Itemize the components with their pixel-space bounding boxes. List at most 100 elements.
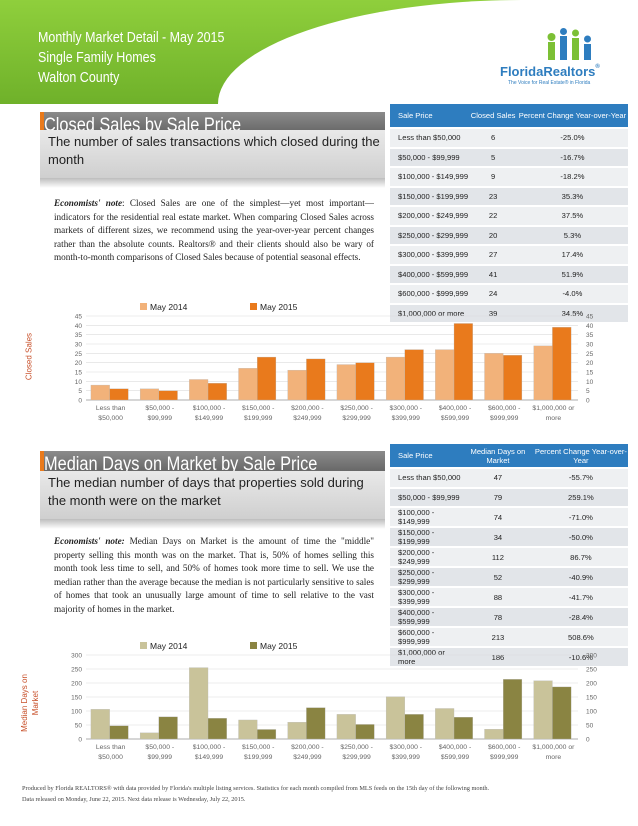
row-value: 5 <box>469 147 517 168</box>
row-price: $150,000 - $199,999 <box>390 527 463 548</box>
x-tick-label: $1,000,000 or more <box>532 405 575 422</box>
note-text: : Closed Sales are one of the simplest—y… <box>54 198 374 262</box>
y-tick-label-left: 100 <box>71 709 82 716</box>
row-price: $1,000,000 or more <box>390 647 463 668</box>
y-tick-label-right: 100 <box>586 709 597 716</box>
y-tick-label-left: 150 <box>71 695 82 702</box>
table-row: $1,000,000 or more 39 34.5% <box>390 303 628 324</box>
note-text: Median Days on Market is the amount of t… <box>54 536 374 614</box>
row-pct-change: 86.7% <box>533 547 628 568</box>
col-median-days: Median Days on Market <box>462 444 534 469</box>
bar-may-2015 <box>453 323 473 401</box>
y-tick-label-right: 20 <box>586 360 594 367</box>
bar-may-2015 <box>306 707 326 740</box>
row-pct-change: -4.0% <box>516 284 628 305</box>
row-value: 47 <box>462 468 534 489</box>
row-price: $400,000 - $599,999 <box>390 607 463 628</box>
row-price: $50,000 - $99,999 <box>390 147 470 168</box>
row-pct-change: -55.7% <box>533 468 628 489</box>
closed-sales-table: Sale Price Closed Sales Percent Change Y… <box>390 104 628 324</box>
section-shadow <box>40 519 385 529</box>
bar-may-2015 <box>503 355 523 401</box>
row-price: $150,000 - $199,999 <box>390 186 470 207</box>
y-tick-label-right: 300 <box>586 653 597 660</box>
x-tick-label: $300,000 -$399,999 <box>390 405 423 422</box>
note-label: Economists' note: <box>54 536 125 546</box>
x-tick-label: Less than $50,000 <box>96 405 126 422</box>
row-value: 27 <box>469 245 517 266</box>
legend-label: May 2014 <box>150 641 188 651</box>
y-tick-label-left: 15 <box>75 370 83 377</box>
title-accent <box>40 451 44 479</box>
page-footer: Produced by Florida REALTORS® with data … <box>22 784 622 805</box>
bar-may-2015 <box>404 714 424 740</box>
col-sale-price: Sale Price <box>390 104 470 129</box>
y-tick-label-right: 30 <box>586 342 594 349</box>
row-price: $400,000 - $599,999 <box>390 264 470 285</box>
legend-swatch <box>140 303 147 310</box>
table-row: $150,000 - $199,999 34 -50.0% <box>390 527 628 548</box>
bar-may-2015 <box>404 349 424 401</box>
x-tick-label: $250,000 -$299,999 <box>340 405 373 422</box>
table-row: $200,000 - $249,999 22 37.5% <box>390 206 628 227</box>
bar-may-2014 <box>533 680 553 740</box>
table-row: $150,000 - $199,999 23 35.3% <box>390 186 628 207</box>
report-title: Monthly Market Detail - May 2015 <box>38 30 225 46</box>
table-row: $400,000 - $599,999 41 51.9% <box>390 264 628 285</box>
table-row: $100,000 - $149,999 9 -18.2% <box>390 167 628 188</box>
legend-label: May 2015 <box>260 641 298 651</box>
y-tick-label-left: 45 <box>75 314 83 321</box>
row-pct-change: -40.9% <box>533 567 628 588</box>
x-tick-label: $400,000 -$599,999 <box>439 744 472 761</box>
bar-may-2014 <box>238 368 258 401</box>
bar-may-2014 <box>189 379 209 401</box>
row-pct-change: 37.5% <box>516 206 628 227</box>
legend-swatch <box>250 642 257 649</box>
col-pct-change: Percent Change Year-over-Year <box>516 104 628 129</box>
bar-may-2014 <box>90 709 110 740</box>
y-tick-label-left: 300 <box>71 653 82 660</box>
row-price: $600,000 - $999,999 <box>390 284 470 305</box>
row-value: 213 <box>462 627 534 648</box>
x-tick-label: Less than $50,000 <box>96 744 126 761</box>
y-tick-label-right: 35 <box>586 332 594 339</box>
row-pct-change: -10.6% <box>533 647 628 668</box>
row-value: 41 <box>469 264 517 285</box>
row-pct-change: -71.0% <box>533 507 628 528</box>
row-pct-change: -41.7% <box>533 587 628 608</box>
bar-may-2015 <box>503 679 523 740</box>
page-header: Monthly Market Detail - May 2015 Single … <box>0 0 638 104</box>
x-tick-label: $50,000 -$99,999 <box>145 744 174 761</box>
y-tick-label-right: 250 <box>586 667 597 674</box>
median-days-description: The median number of days that propertie… <box>40 471 385 519</box>
x-tick-label: $400,000 -$599,999 <box>439 405 472 422</box>
x-tick-label: $100,000 -$149,999 <box>193 405 226 422</box>
x-tick-label: $300,000 -$399,999 <box>390 744 423 761</box>
bar-may-2015 <box>453 717 473 740</box>
y-tick-label-left: 30 <box>75 342 83 349</box>
table-row: $300,000 - $399,999 88 -41.7% <box>390 587 628 608</box>
y-tick-label-left: 200 <box>71 681 82 688</box>
x-tick-label: $600,000 -$999,999 <box>488 744 521 761</box>
county-name: Walton County <box>38 70 120 86</box>
table-row: $200,000 - $249,999 112 86.7% <box>390 547 628 568</box>
y-tick-label-left: 250 <box>71 667 82 674</box>
legend-label: May 2014 <box>150 302 188 312</box>
x-tick-label: $150,000 -$199,999 <box>242 744 275 761</box>
bar-may-2014 <box>336 364 356 401</box>
x-tick-label: $100,000 -$149,999 <box>193 744 226 761</box>
bar-may-2015 <box>207 383 227 401</box>
table-row: $600,000 - $999,999 24 -4.0% <box>390 284 628 305</box>
table-row: $50,000 - $99,999 5 -16.7% <box>390 147 628 168</box>
y-tick-label-left: 10 <box>75 379 83 386</box>
logo-tagline: The Voice for Real Estate® in Florida <box>508 80 591 86</box>
property-type: Single Family Homes <box>38 50 156 66</box>
row-pct-change: 34.5% <box>516 303 628 324</box>
median-days-chart: May 2014 May 2015 0 0 50 50 100 100 150 150 200 200… <box>71 641 597 761</box>
bar-may-2015 <box>158 390 178 401</box>
bar-may-2014 <box>484 729 504 740</box>
bar-may-2014 <box>90 384 110 401</box>
y-tick-label-right: 0 <box>586 737 590 744</box>
y-tick-label-left: 5 <box>78 388 82 395</box>
x-tick-label: $150,000 -$199,999 <box>242 405 275 422</box>
